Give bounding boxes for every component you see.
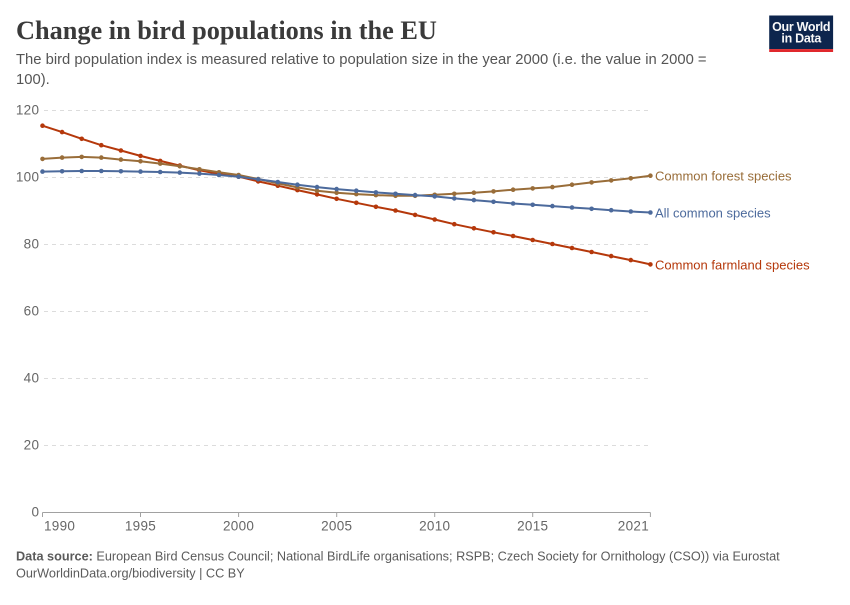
svg-text:2021: 2021 bbox=[618, 519, 649, 534]
svg-text:2010: 2010 bbox=[419, 519, 450, 534]
svg-text:Common farmland species: Common farmland species bbox=[655, 257, 810, 272]
svg-text:2015: 2015 bbox=[517, 519, 548, 534]
svg-text:Change in bird populations in: Change in bird populations in the EU bbox=[16, 16, 437, 45]
svg-text:All common species: All common species bbox=[655, 205, 771, 220]
svg-text:OurWorldinData.org/biodiversit: OurWorldinData.org/biodiversity | CC BY bbox=[16, 566, 245, 580]
svg-text:2005: 2005 bbox=[321, 519, 352, 534]
svg-text:100: 100 bbox=[16, 170, 39, 185]
svg-text:1995: 1995 bbox=[125, 519, 156, 534]
svg-text:40: 40 bbox=[24, 371, 40, 386]
svg-text:Data source: European Bird Cen: Data source: European Bird Census Counci… bbox=[16, 549, 780, 563]
svg-text:0: 0 bbox=[31, 505, 39, 520]
svg-text:60: 60 bbox=[24, 304, 40, 319]
svg-text:Our World: Our World bbox=[772, 20, 830, 34]
svg-text:120: 120 bbox=[16, 103, 39, 118]
svg-text:80: 80 bbox=[24, 237, 40, 252]
svg-text:The bird population index is m: The bird population index is measured re… bbox=[16, 52, 707, 68]
svg-text:2000: 2000 bbox=[223, 519, 254, 534]
svg-text:20: 20 bbox=[24, 438, 40, 453]
svg-text:Common forest species: Common forest species bbox=[655, 169, 792, 184]
svg-text:100).: 100). bbox=[16, 72, 50, 88]
svg-text:in Data: in Data bbox=[781, 31, 822, 45]
svg-text:1990: 1990 bbox=[44, 519, 75, 534]
